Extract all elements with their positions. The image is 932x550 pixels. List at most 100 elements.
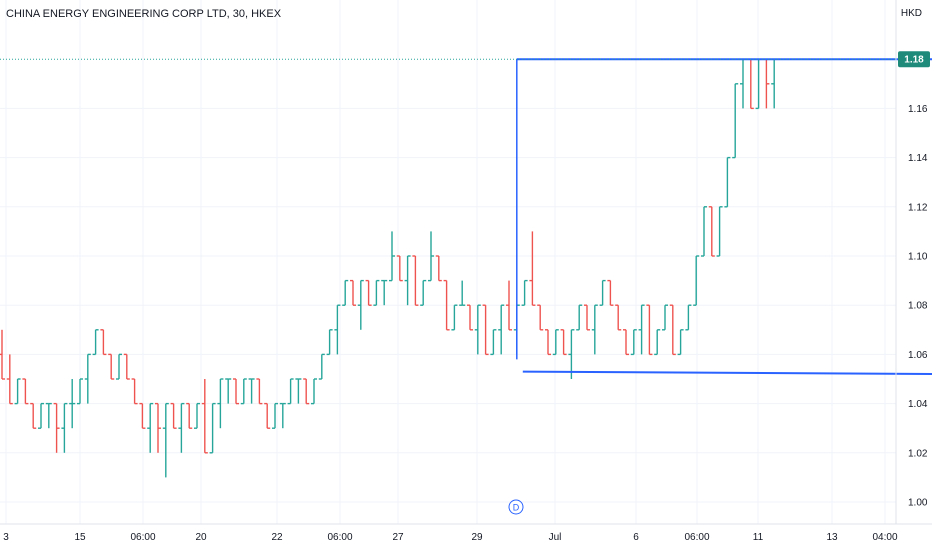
ohlc-bar: [155, 402, 161, 453]
event-marker-label: D: [513, 503, 520, 513]
ohlc-bar: [716, 206, 723, 257]
ohlc-bar: [61, 402, 68, 453]
ohlc-bar: [630, 329, 637, 356]
ohlc-bar: [6, 354, 13, 405]
trendline[interactable]: [522, 370, 932, 376]
ohlc-bar: [311, 378, 317, 405]
ohlc-bar: [584, 304, 590, 331]
ohlc-bar: [350, 279, 356, 306]
ohlc-bar: [404, 255, 411, 306]
ohlc-bar: [84, 353, 91, 404]
price-axis[interactable]: 1.16 1.14 1.12 1.10 1.08 1.06 1.04 1.02 1.00: [908, 104, 928, 509]
y-tick-label: 1.00: [908, 498, 928, 509]
ohlc-bar: [217, 378, 224, 429]
ohlc-bar: [178, 402, 185, 453]
ohlc-bar: [381, 279, 388, 306]
ohlc-bar: [248, 378, 255, 404]
ohlc-bar: [30, 402, 37, 429]
ohlc-bar: [264, 402, 271, 429]
ohlc-bar: [443, 279, 450, 331]
last-price-tag-bg: [898, 51, 930, 68]
ohlc-bar: [373, 279, 380, 306]
ohlc-bar: [69, 379, 76, 429]
ohlc-bar: [599, 279, 606, 306]
event-marker[interactable]: D: [508, 499, 524, 515]
ohlc-bar: [53, 402, 60, 453]
ohlc-bar: [147, 402, 154, 453]
x-tick-label: 06:00: [684, 532, 709, 543]
ohlc-bar: [131, 378, 138, 405]
ohlc-bar: [342, 279, 349, 306]
ohlc-bar: [22, 378, 29, 405]
ohlc-bar: [287, 378, 294, 405]
ohlc-bar: [591, 304, 598, 355]
x-tick-label: 06:00: [130, 532, 155, 543]
ohlc-bar: [638, 304, 645, 355]
last-price-tag: 1.18: [898, 51, 930, 68]
ohlc-bar: [100, 329, 107, 356]
time-axis[interactable]: 3 15 06:00 20 22 06:00 27 29 Jul 6 06:00 11 13 04:00: [3, 532, 898, 543]
ohlc-bar: [646, 304, 653, 356]
ohlc-bar: [529, 231, 536, 306]
ohlc-bar: [701, 206, 707, 257]
ohlc-bar: [0, 329, 5, 380]
ohlc-bar: [412, 255, 419, 306]
ohlc-bar: [256, 378, 263, 405]
y-tick-label: 1.14: [908, 153, 928, 164]
ohlc-bar: [225, 378, 232, 404]
y-tick-label: 1.02: [908, 448, 928, 459]
y-tick-label: 1.08: [908, 301, 928, 312]
ohlc-bar: [490, 329, 497, 356]
ohlc-bar: [552, 329, 559, 356]
ohlc-bar: [139, 402, 146, 429]
ohlc-bar: [396, 255, 403, 282]
ohlc-bar: [467, 304, 473, 331]
last-price-tag-label: 1.18: [904, 55, 924, 66]
event-marker-icon[interactable]: [508, 499, 524, 515]
ohlc-bar: [662, 304, 668, 331]
ohlc-bar: [45, 402, 52, 429]
x-tick-label: 27: [392, 532, 404, 543]
ohlc-bar: [77, 378, 83, 405]
ohlc-bar: [521, 279, 528, 306]
ohlc-bar: [123, 353, 130, 380]
x-tick-label: 3: [3, 532, 9, 543]
x-tick-label: 06:00: [327, 532, 352, 543]
ohlc-bar: [357, 279, 364, 330]
ohlc-bar: [459, 280, 466, 306]
ohlc-bar: [708, 206, 715, 257]
x-tick-label: 15: [74, 532, 86, 543]
x-tick-label: 20: [195, 532, 207, 543]
y-tick-label: 1.10: [908, 252, 928, 263]
ohlc-bar: [326, 329, 333, 356]
ohlc-bar: [233, 378, 239, 405]
grid-lines: [0, 0, 896, 524]
ohlc-bar: [303, 378, 310, 405]
ohlc-bar: [420, 279, 427, 306]
ohlc-bar: [732, 83, 739, 159]
ohlc-bar: [763, 58, 770, 109]
ohlc-bar: [669, 304, 676, 356]
ohlc-bar: [209, 402, 216, 454]
ohlc-bar: [771, 58, 778, 109]
ohlc-bar: [318, 353, 325, 380]
ohlc-bar: [685, 304, 692, 331]
ohlc-bar: [108, 353, 115, 380]
ohlc-bar: [693, 255, 700, 306]
x-tick-label: 04:00: [872, 532, 897, 543]
chart-title: CHINA ENERGY ENGINEERING CORP LTD, 30, H…: [6, 8, 282, 20]
currency-label: HKD: [900, 8, 922, 19]
ohlc-bar: [272, 402, 278, 429]
ohlc-bar: [474, 304, 481, 355]
ohlc-bar: [498, 304, 505, 355]
ohlc-bar: [170, 402, 177, 429]
x-tick-label: Jul: [549, 532, 562, 543]
ohlc-bar: [654, 329, 661, 356]
x-tick-label: 6: [633, 532, 639, 543]
ohlc-bar: [560, 329, 567, 356]
ohlc-bar: [435, 255, 442, 282]
ohlc-bar: [740, 58, 746, 109]
ohlc-bar: [92, 329, 99, 356]
ohlc-bar: [295, 378, 302, 404]
